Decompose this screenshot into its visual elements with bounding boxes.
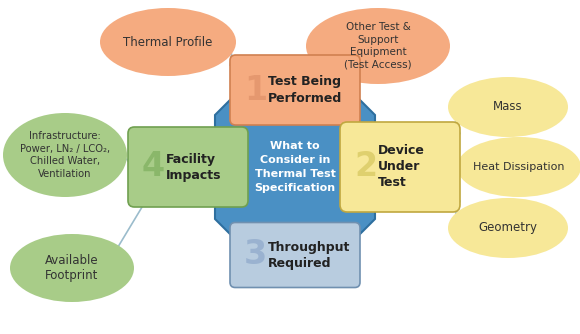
Ellipse shape — [457, 137, 580, 197]
Ellipse shape — [10, 234, 134, 302]
Text: Other Test &
Support
Equipment
(Test Access): Other Test & Support Equipment (Test Acc… — [344, 22, 412, 69]
Ellipse shape — [448, 77, 568, 137]
Text: Throughput
Required: Throughput Required — [268, 240, 350, 270]
Text: Device
Under
Test: Device Under Test — [378, 145, 425, 189]
Text: Mass: Mass — [493, 101, 523, 114]
Text: Thermal Profile: Thermal Profile — [124, 35, 213, 48]
Text: 1: 1 — [244, 73, 267, 107]
FancyBboxPatch shape — [230, 222, 360, 288]
FancyBboxPatch shape — [230, 55, 360, 125]
FancyBboxPatch shape — [340, 122, 460, 212]
Ellipse shape — [100, 8, 236, 76]
Text: Heat Dissipation: Heat Dissipation — [473, 162, 565, 172]
Ellipse shape — [448, 198, 568, 258]
Ellipse shape — [3, 113, 127, 197]
Text: What to
Consider in
Thermal Test
Specification: What to Consider in Thermal Test Specifi… — [255, 141, 336, 193]
Text: Geometry: Geometry — [478, 221, 538, 234]
Text: Available
Footprint: Available Footprint — [45, 254, 99, 283]
Ellipse shape — [306, 8, 450, 84]
Text: Infrastructure:
Power, LN₂ / LCO₂,
Chilled Water,
Ventilation: Infrastructure: Power, LN₂ / LCO₂, Chill… — [20, 131, 110, 179]
Text: 3: 3 — [244, 238, 267, 272]
Polygon shape — [215, 87, 375, 247]
Text: Facility
Impacts: Facility Impacts — [166, 153, 222, 181]
Text: 2: 2 — [354, 151, 377, 183]
Text: Test Being
Performed: Test Being Performed — [268, 75, 342, 105]
FancyBboxPatch shape — [128, 127, 248, 207]
Text: 4: 4 — [142, 151, 165, 183]
